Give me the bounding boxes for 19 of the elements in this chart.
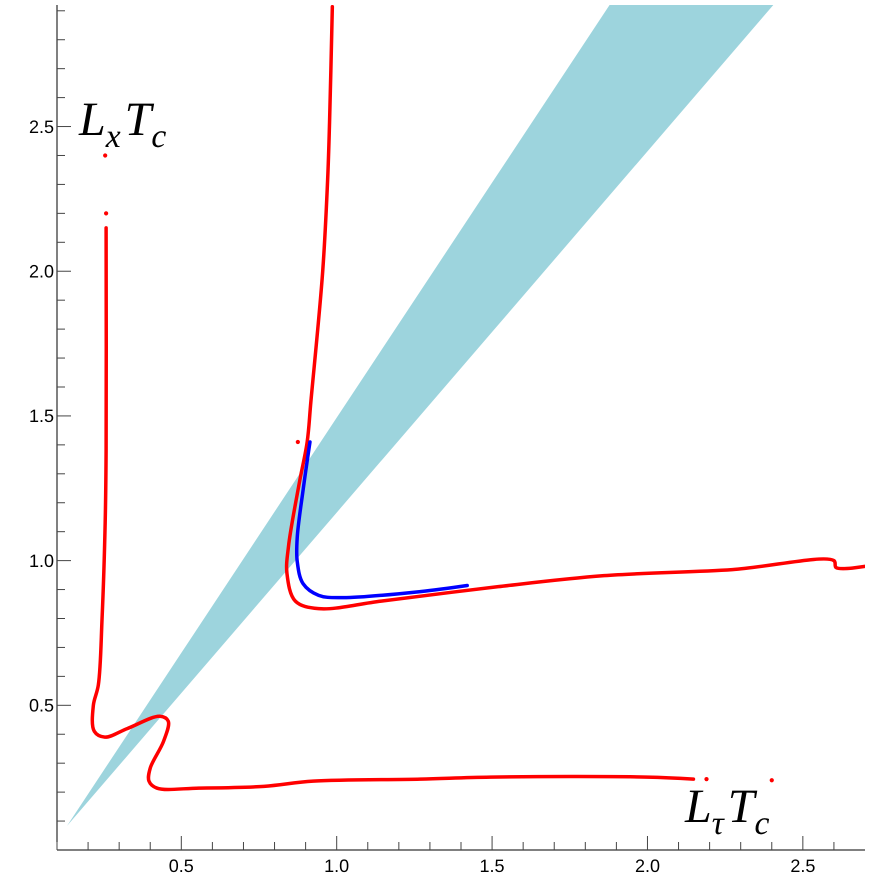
- y-tick-label: 2.5: [28, 116, 54, 137]
- y-tick-label: 1.5: [28, 406, 54, 426]
- y-axis-title: L$_{x}$T$_{c}$: [78, 93, 166, 155]
- point: [104, 211, 108, 216]
- point: [770, 778, 774, 782]
- x-tick-label: 0.5: [168, 856, 194, 876]
- x-tick-label: 2.0: [634, 856, 660, 876]
- line-series: [284, 5, 865, 611]
- y-tick-label: 0.5: [28, 696, 54, 716]
- x-axis-title: L$_{τ}$T$_{c}$: [684, 780, 770, 842]
- line-series: [294, 440, 469, 600]
- x-tick-label: 2.5: [790, 856, 816, 876]
- point: [296, 440, 300, 444]
- point: [103, 153, 108, 158]
- y-tick-label: 1.0: [28, 550, 54, 571]
- point: [704, 776, 709, 782]
- x-tick-label: 1.0: [324, 856, 350, 876]
- x-tick-label: 1.5: [480, 856, 505, 876]
- y-tick-label: 2.0: [28, 262, 54, 282]
